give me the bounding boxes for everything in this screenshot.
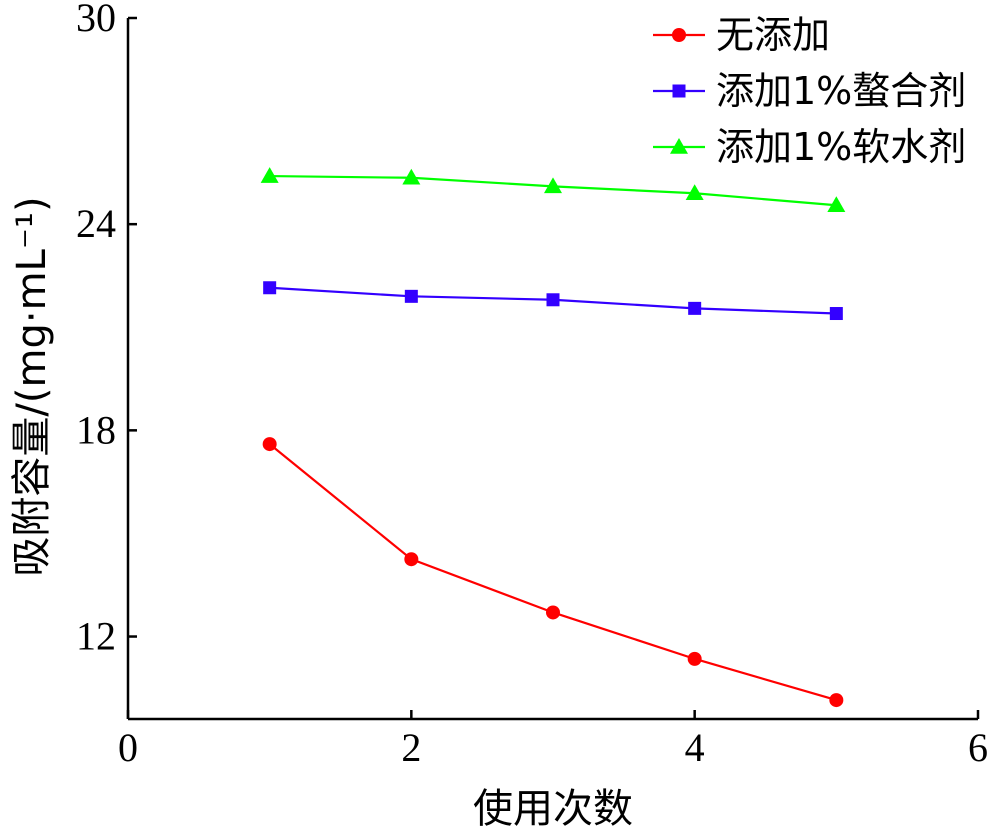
legend-marker-3 xyxy=(670,138,688,154)
y-tick-label: 18 xyxy=(76,407,116,452)
x-tick-label: 6 xyxy=(968,725,988,770)
y-tick-label: 24 xyxy=(76,201,116,246)
data-point-series-3 xyxy=(402,168,421,185)
y-tick-label: 12 xyxy=(76,614,116,659)
series-layer xyxy=(260,167,846,708)
data-point-series-3 xyxy=(827,196,846,213)
y-tick-label: 30 xyxy=(76,0,116,40)
data-point-series-1 xyxy=(404,552,419,567)
data-point-series-1 xyxy=(687,651,702,666)
data-point-series-3 xyxy=(260,167,279,183)
data-point-series-2 xyxy=(829,307,843,321)
x-tick-label: 0 xyxy=(118,725,138,770)
data-point-series-2 xyxy=(546,293,560,307)
legend-marker-1 xyxy=(672,28,686,42)
data-point-series-1 xyxy=(262,437,277,452)
data-point-series-2 xyxy=(263,281,277,295)
data-point-series-3 xyxy=(544,177,562,194)
x-axis-title: 使用次数 xyxy=(473,786,633,832)
x-tick-label: 4 xyxy=(685,725,705,770)
data-point-series-2 xyxy=(688,301,702,315)
data-point-series-1 xyxy=(829,693,844,708)
x-tick-label: 2 xyxy=(401,725,421,770)
legend-label-2: 添加1%螯合剂 xyxy=(716,69,966,113)
data-point-series-2 xyxy=(404,289,418,303)
series-line-1 xyxy=(268,443,837,702)
data-point-series-1 xyxy=(546,605,560,620)
legend-label-1: 无添加 xyxy=(716,13,830,57)
y-axis-title: 吸附容量/(mg·mL⁻¹) xyxy=(9,196,55,576)
legend-label-3: 添加1%软水剂 xyxy=(716,125,966,169)
legend-marker-2 xyxy=(672,84,686,98)
data-point-series-3 xyxy=(685,184,704,200)
